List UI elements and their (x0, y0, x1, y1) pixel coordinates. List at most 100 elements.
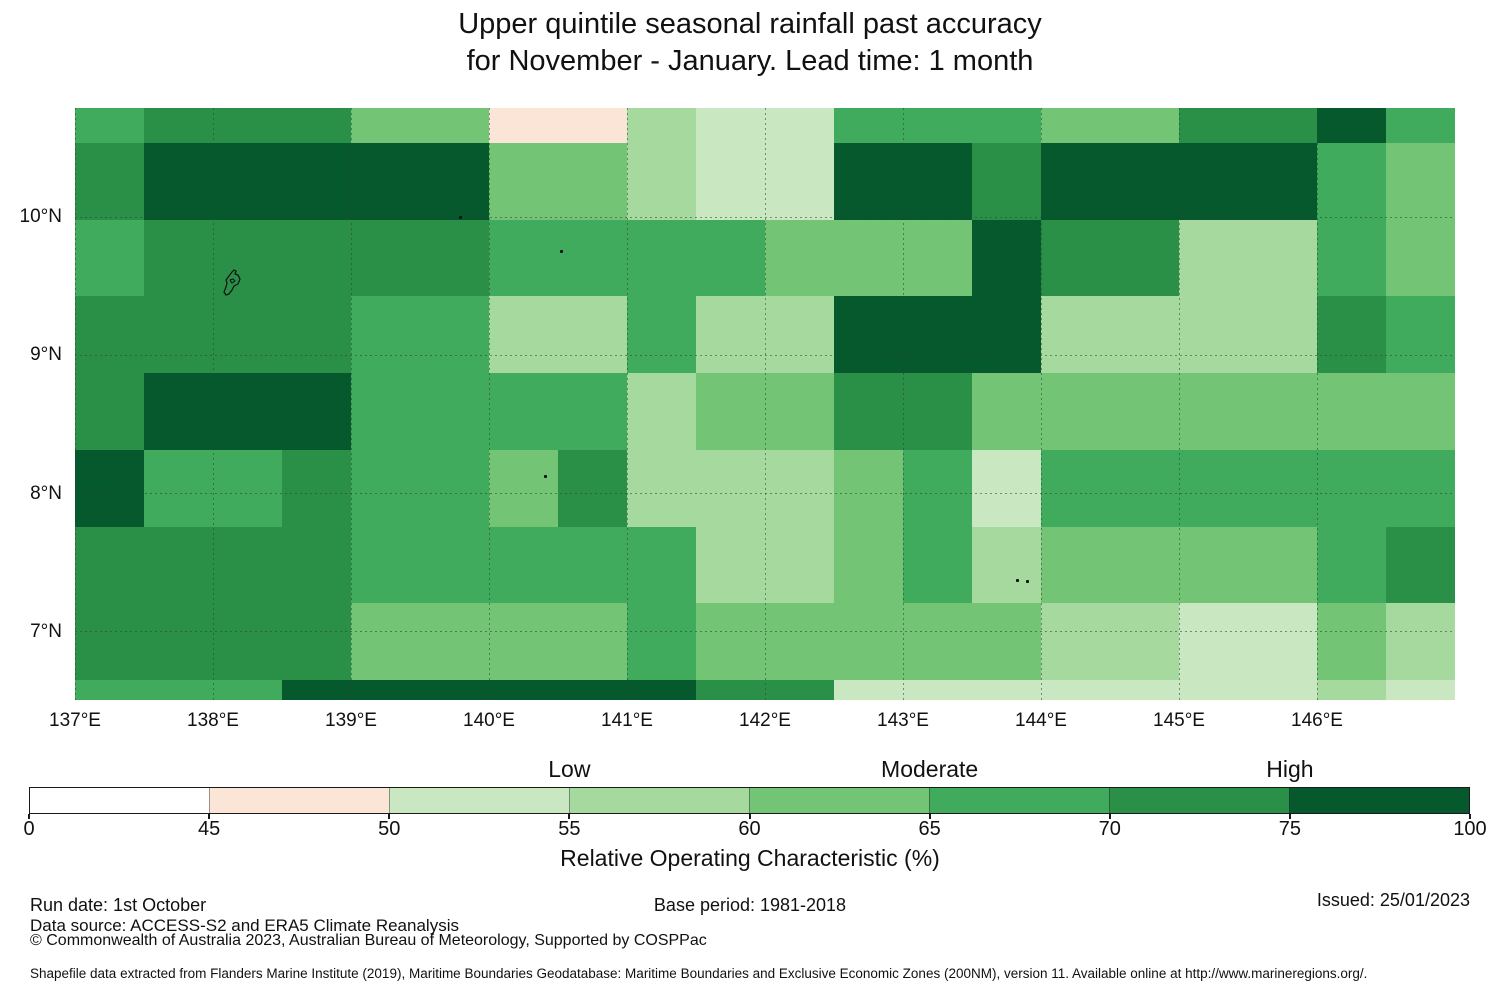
colorbar-tick (28, 814, 30, 819)
heatmap-cell (75, 603, 144, 680)
heatmap-cell (1110, 296, 1179, 374)
colorbar-tick-label: 100 (1453, 818, 1487, 840)
heatmap-cell (972, 373, 1041, 450)
shapefile-attribution-text: Shapefile data extracted from Flanders M… (30, 966, 1368, 981)
y-tick-label: 9°N (30, 344, 62, 366)
heatmap-cell (558, 679, 627, 700)
heatmap-cell (144, 603, 213, 680)
heatmap-cell (1386, 219, 1455, 297)
issued-date-text: Issued: 25/01/2023 (1316, 890, 1470, 910)
heatmap-cell (489, 143, 558, 220)
heatmap-cell (420, 526, 489, 604)
heatmap-cell (558, 219, 627, 297)
heatmap-cell (1179, 108, 1248, 143)
colorbar-tick-label: 0 (23, 818, 35, 840)
colorbar-segment-45-50 (209, 788, 389, 813)
y-tick-label: 7°N (30, 620, 62, 642)
heatmap-cell (144, 143, 213, 220)
heatmap-cell (1179, 679, 1248, 700)
heatmap-cell (213, 603, 282, 680)
heatmap-cell (420, 108, 489, 143)
heatmap-cell (1386, 603, 1455, 680)
heatmap-cell (1386, 526, 1455, 604)
heatmap-cell (1110, 679, 1179, 700)
x-tick-label: 143°E (877, 710, 929, 731)
heatmap-cell (834, 679, 903, 700)
heatmap-cell (1386, 108, 1455, 143)
heatmap-cell (972, 108, 1041, 143)
colorbar-tick-label: 50 (378, 818, 401, 840)
colorbar-tick-label: 45 (198, 818, 221, 840)
heatmap-cell (282, 679, 351, 700)
heatmap-cell (1179, 143, 1248, 220)
heatmap-cell (420, 679, 489, 700)
colorbar-segment-65-70 (929, 788, 1109, 813)
heatmap-cell (75, 219, 144, 297)
heatmap-cell (627, 603, 696, 680)
heatmap-cell (213, 449, 282, 527)
colorbar-tick-label: 75 (1278, 818, 1301, 840)
heatmap-cell (213, 143, 282, 220)
heatmap-cell (75, 679, 144, 700)
heatmap-cell (1248, 108, 1317, 143)
heatmap-cell (1386, 449, 1455, 527)
heatmap-cell (1317, 679, 1386, 700)
heatmap-cell (903, 526, 972, 604)
island-dot-2-icon (560, 250, 563, 253)
heatmap-cell (696, 526, 765, 604)
heatmap-cell (696, 373, 765, 450)
colorbar-category-label-high: High (1266, 756, 1314, 782)
heatmap-cell (282, 296, 351, 374)
colorbar-tick (1469, 814, 1471, 819)
heatmap-cell (1041, 679, 1110, 700)
heatmap-cell (696, 296, 765, 374)
heatmap-cell (903, 143, 972, 220)
heatmap-cell (282, 373, 351, 450)
x-tick-label: 137°E (49, 710, 101, 731)
heatmap-cell (489, 603, 558, 680)
colorbar-segment-70-75 (1109, 788, 1289, 813)
heatmap-cell (75, 296, 144, 374)
heatmap-cell (213, 108, 282, 143)
heatmap-cell (351, 373, 420, 450)
heatmap-cell (834, 296, 903, 374)
heatmap-cell (75, 108, 144, 143)
heatmap-cell (213, 373, 282, 450)
colorbar-tick (1288, 814, 1291, 819)
heatmap-cell (903, 679, 972, 700)
heatmap-cell (1317, 449, 1386, 527)
heatmap-cell (627, 373, 696, 450)
heatmap-cell (1248, 449, 1317, 527)
heatmap-cell (1179, 526, 1248, 604)
heatmap-cell (489, 219, 558, 297)
heatmap-cell (1041, 108, 1110, 143)
heatmap-cell (1317, 603, 1386, 680)
base-period-text: Base period: 1981-2018 (653, 895, 847, 915)
heatmap-cell (903, 219, 972, 297)
heatmap-cell (282, 219, 351, 297)
heatmap-cell (75, 143, 144, 220)
heatmap-cell (1248, 143, 1317, 220)
heatmap-cell (972, 526, 1041, 604)
heatmap-cell (834, 219, 903, 297)
heatmap-cell (558, 373, 627, 450)
heatmap-cell (1248, 526, 1317, 604)
x-tick-label: 145°E (1153, 710, 1205, 731)
heatmap-cell (1386, 373, 1455, 450)
heatmap-cell (1248, 296, 1317, 374)
heatmap-cell (627, 296, 696, 374)
heatmap-cell (1041, 373, 1110, 450)
heatmap-cell (144, 373, 213, 450)
colorbar-tick (928, 814, 931, 819)
heatmap-cell (696, 679, 765, 700)
heatmap-cell (1386, 143, 1455, 220)
heatmap-cell (1317, 526, 1386, 604)
x-tick-label: 138°E (187, 710, 239, 731)
heatmap-cell (351, 108, 420, 143)
heatmap-cell (1110, 108, 1179, 143)
heatmap-cell (834, 449, 903, 527)
heatmap-cell (834, 108, 903, 143)
heatmap-cell (351, 526, 420, 604)
copyright-text: © Commonwealth of Australia 2023, Austra… (30, 932, 707, 949)
heatmap-cell (765, 526, 834, 604)
